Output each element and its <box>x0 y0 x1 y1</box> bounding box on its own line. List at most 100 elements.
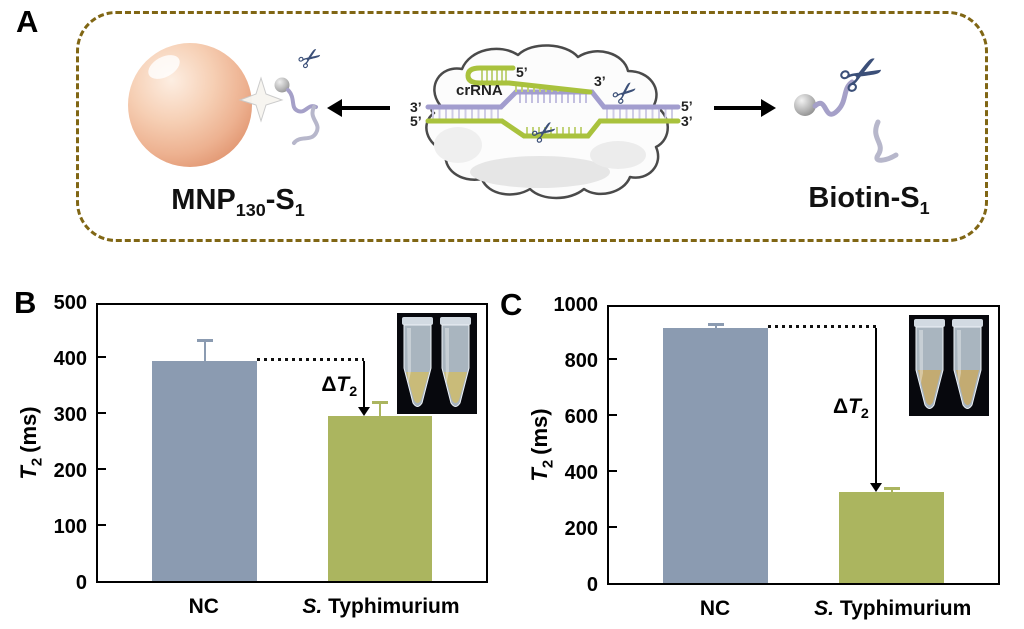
left-3prime-label: 3’ <box>410 99 422 115</box>
plot-area: ΔT2 <box>607 305 1000 585</box>
y-tick-label: 1000 <box>553 294 599 316</box>
t-sub: 2 <box>860 406 869 423</box>
error-bar-nc <box>707 322 724 329</box>
panel-c-label: C <box>500 287 523 322</box>
delta-arrowhead-icon <box>869 483 882 492</box>
blob-shading <box>470 156 610 188</box>
panel-b-label: B <box>14 285 37 320</box>
y-tick-labels: 0 200 400 600 800 1000 <box>538 294 599 596</box>
biotin-illustration: ✂ <box>778 27 960 170</box>
y-tick-label: 600 <box>564 406 598 428</box>
displaced-strand-teeth <box>526 127 582 134</box>
y-tick-mark <box>98 524 106 526</box>
arrowhead-left-icon <box>327 99 342 117</box>
panel-a-label: A <box>16 4 39 39</box>
error-bar-nc <box>196 338 213 361</box>
left-5prime-label: 5’ <box>410 113 422 129</box>
y-tick-label: 0 <box>586 574 598 596</box>
delta-reference-line <box>768 325 876 329</box>
error-bar-s-typhimurium <box>883 486 900 493</box>
base-pair-teeth-left <box>432 109 499 119</box>
delta-symbol: Δ <box>833 394 849 418</box>
y-tick-label: 800 <box>564 350 598 372</box>
y-tick-mark <box>98 412 106 414</box>
bar-s-typhimurium <box>327 415 433 581</box>
cleaved-strand <box>292 105 320 145</box>
bead <box>794 94 816 116</box>
y-tick-mark <box>609 358 617 360</box>
y-tick-mark <box>98 468 106 470</box>
x-category-s-typhimurium: S. Typhimurium <box>302 595 459 619</box>
delta-symbol: Δ <box>321 373 337 397</box>
mnp-illustration: ✂ <box>118 15 358 175</box>
t-symbol: T <box>848 394 861 418</box>
dna-strand <box>286 88 318 114</box>
tube-right <box>440 317 471 407</box>
biotin-illustration-svg: ✂ <box>794 39 899 163</box>
guide-3prime-label: 3’ <box>594 73 606 89</box>
blob-shading <box>590 141 646 169</box>
mnp-caption: MNP130-S1 <box>118 184 358 221</box>
chart-panel-c: T2(ms) 0 200 400 600 800 1000 ΔT2 <box>527 294 1000 620</box>
y-tick-mark <box>98 356 106 358</box>
cas-crrna-svg: 3’ 5’ 5’ 3’ 5’ 3’ crRNA ✂ ✂ <box>410 44 693 200</box>
biotin-caption-base: Biotin-S <box>808 182 920 214</box>
error-bar-s-typhimurium <box>372 401 389 416</box>
tube-photo-inset <box>909 315 989 416</box>
mnp-caption-sub2: 1 <box>294 199 305 220</box>
mnp-caption-dash: -S <box>265 184 295 216</box>
t-sub: 2 <box>349 384 358 401</box>
tube-photo-svg <box>909 315 989 416</box>
crrna-guide <box>506 80 593 95</box>
arrowhead-right-icon <box>761 99 776 117</box>
y-tick-label: 400 <box>564 462 598 484</box>
plot-area: ΔT2 <box>96 303 488 583</box>
tube-photo-svg <box>397 313 477 414</box>
y-tick-labels: 0 100 200 300 400 500 <box>27 292 87 594</box>
arrow-to-mnp <box>341 106 390 110</box>
category-italic: S. <box>814 597 834 620</box>
panel-a-dashed-border <box>76 11 988 242</box>
mnp-illustration-svg: ✂ <box>128 38 329 167</box>
x-category-s-typhimurium: S. Typhimurium <box>814 597 971 621</box>
bar-nc <box>663 328 769 583</box>
y-tick-mark <box>609 414 617 416</box>
right-3prime-label: 3’ <box>681 113 693 129</box>
biotin-caption-sub: 1 <box>919 197 930 218</box>
ntr-strand-teeth <box>519 94 587 103</box>
dna-strand <box>812 79 855 117</box>
sparkle-icon <box>238 76 284 123</box>
base-pair-teeth-right <box>606 109 673 119</box>
y-tick-label: 200 <box>564 518 598 540</box>
x-category-nc: NC <box>700 597 730 621</box>
bar-nc <box>152 360 258 581</box>
x-category-nc: NC <box>189 595 219 619</box>
scissors-icon: ✂ <box>291 38 329 78</box>
cas-crrna-illustration: 3’ 5’ 5’ 3’ 5’ 3’ crRNA ✂ ✂ <box>400 35 715 205</box>
target-strand-green <box>425 118 681 139</box>
y-tick-label: 100 <box>53 516 87 538</box>
y-tick-label: 200 <box>53 460 87 482</box>
y-tick-label: 400 <box>53 348 87 370</box>
delta-t2-annotation: ΔT2 <box>833 395 869 422</box>
right-5prime-label: 5’ <box>681 98 693 114</box>
y-tick-mark <box>609 470 617 472</box>
y-tick-label: 300 <box>53 404 87 426</box>
delta-t2-annotation: ΔT2 <box>321 373 357 400</box>
y-tick-mark <box>609 526 617 528</box>
category-text: NC <box>188 595 219 618</box>
scissors-icon: ✂ <box>829 39 897 113</box>
biotin-caption: Biotin-S1 <box>770 182 968 219</box>
tube-photo-inset <box>397 313 477 414</box>
blob-shading <box>434 127 482 163</box>
magnetic-nanoparticle-sphere <box>128 43 252 167</box>
category-text: Typhimurium <box>322 595 460 618</box>
delta-arrowhead-icon <box>358 406 371 416</box>
t-symbol: T <box>336 373 350 397</box>
crrna-label: crRNA <box>456 82 503 99</box>
category-italic: S. <box>302 595 323 618</box>
mnp-caption-sub: 130 <box>235 199 266 220</box>
tube-right <box>952 319 983 409</box>
chart-panel-b: T2(ms) 0 100 200 300 400 500 ΔT2 <box>16 292 488 618</box>
